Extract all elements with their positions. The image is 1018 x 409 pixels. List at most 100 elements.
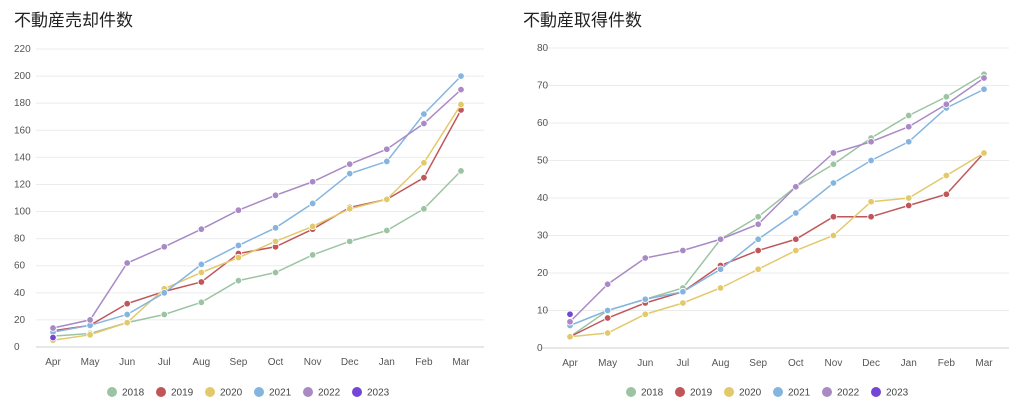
data-point[interactable] (980, 85, 988, 93)
data-point[interactable] (716, 284, 725, 292)
data-point[interactable] (942, 190, 951, 198)
data-point[interactable] (754, 265, 762, 273)
data-point[interactable] (829, 179, 838, 187)
data-point[interactable] (829, 231, 838, 240)
data-point[interactable] (679, 246, 687, 255)
data-point[interactable] (420, 205, 428, 213)
data-point[interactable] (197, 260, 206, 269)
data-point[interactable] (383, 157, 391, 166)
data-point[interactable] (792, 209, 800, 217)
data-point[interactable] (867, 138, 875, 146)
data-point[interactable] (905, 194, 913, 202)
data-point[interactable] (829, 213, 838, 221)
data-point[interactable] (603, 314, 612, 322)
data-point[interactable] (271, 191, 280, 199)
data-point[interactable] (346, 160, 354, 168)
data-point[interactable] (942, 93, 951, 101)
data-point[interactable] (829, 149, 838, 157)
data-point[interactable] (160, 289, 168, 297)
data-point[interactable] (457, 100, 465, 109)
data-point[interactable] (905, 111, 913, 120)
data-point[interactable] (197, 298, 206, 306)
data-point[interactable] (234, 276, 243, 285)
data-point[interactable] (603, 329, 612, 337)
data-point[interactable] (754, 213, 762, 221)
data-point[interactable] (308, 222, 317, 231)
data-point[interactable] (792, 246, 800, 255)
data-point[interactable] (346, 205, 354, 213)
data-point[interactable] (197, 278, 206, 286)
data-point[interactable] (566, 310, 574, 318)
data-point[interactable] (420, 173, 428, 182)
data-point[interactable] (679, 299, 687, 307)
data-point[interactable] (346, 169, 354, 178)
legend-item[interactable]: 2023 (871, 387, 909, 399)
data-point[interactable] (308, 178, 317, 186)
data-point[interactable] (716, 265, 725, 273)
data-point[interactable] (383, 195, 391, 204)
data-point[interactable] (457, 72, 465, 80)
data-point[interactable] (457, 85, 465, 94)
legend-item[interactable]: 2020 (724, 387, 762, 399)
data-point[interactable] (271, 237, 280, 246)
data-point[interactable] (792, 183, 800, 191)
legend-item[interactable]: 2022 (822, 387, 860, 399)
legend-item[interactable]: 2020 (205, 387, 243, 399)
legend-item[interactable]: 2018 (626, 387, 664, 399)
data-point[interactable] (234, 241, 243, 250)
data-point[interactable] (905, 201, 913, 210)
data-point[interactable] (420, 110, 428, 118)
data-point[interactable] (197, 268, 206, 277)
data-point[interactable] (641, 310, 649, 318)
data-point[interactable] (829, 160, 838, 168)
data-point[interactable] (86, 316, 94, 324)
data-point[interactable] (867, 213, 875, 221)
data-point[interactable] (603, 280, 612, 288)
data-point[interactable] (420, 159, 428, 167)
data-point[interactable] (49, 324, 57, 332)
data-point[interactable] (566, 333, 574, 341)
data-point[interactable] (234, 206, 243, 214)
legend-item[interactable]: 2021 (773, 387, 811, 399)
data-point[interactable] (123, 310, 131, 319)
data-point[interactable] (271, 268, 280, 277)
data-point[interactable] (197, 225, 206, 233)
data-point[interactable] (641, 295, 649, 303)
data-point[interactable] (271, 224, 280, 232)
data-point[interactable] (754, 246, 762, 255)
legend-item[interactable]: 2022 (303, 387, 341, 399)
data-point[interactable] (942, 171, 951, 180)
legend-item[interactable]: 2018 (107, 387, 145, 399)
data-point[interactable] (754, 235, 762, 243)
data-point[interactable] (123, 299, 131, 308)
data-point[interactable] (383, 226, 391, 235)
legend-item[interactable]: 2021 (254, 387, 292, 399)
data-point[interactable] (457, 167, 465, 175)
data-point[interactable] (603, 306, 612, 315)
data-point[interactable] (867, 156, 875, 165)
data-point[interactable] (867, 198, 875, 206)
data-point[interactable] (754, 220, 762, 228)
data-point[interactable] (566, 318, 574, 326)
data-point[interactable] (716, 235, 725, 243)
legend-item[interactable]: 2023 (352, 387, 390, 399)
data-point[interactable] (383, 145, 391, 153)
data-point[interactable] (792, 235, 800, 243)
data-point[interactable] (308, 251, 317, 259)
data-point[interactable] (679, 288, 687, 296)
legend-item[interactable]: 2019 (156, 387, 194, 399)
data-point[interactable] (420, 119, 428, 128)
data-point[interactable] (346, 237, 354, 246)
data-point[interactable] (234, 253, 243, 262)
data-point[interactable] (942, 100, 951, 108)
data-point[interactable] (980, 149, 988, 157)
data-point[interactable] (160, 310, 168, 319)
data-point[interactable] (980, 74, 988, 82)
data-point[interactable] (123, 318, 131, 327)
data-point[interactable] (123, 259, 131, 267)
data-point[interactable] (905, 138, 913, 146)
data-point[interactable] (86, 331, 94, 339)
data-point[interactable] (308, 199, 317, 208)
data-point[interactable] (160, 243, 168, 251)
data-point[interactable] (905, 123, 913, 131)
